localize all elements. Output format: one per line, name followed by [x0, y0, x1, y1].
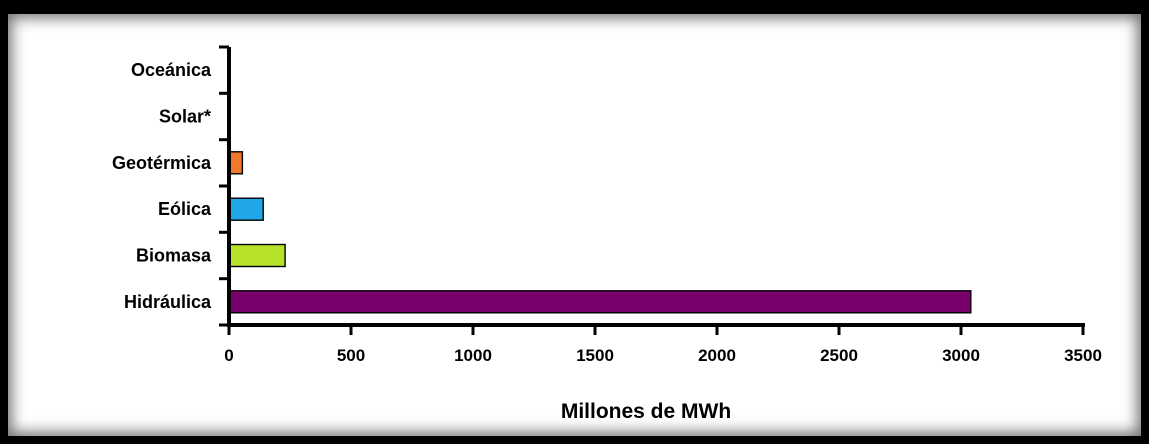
axes-layer: [219, 45, 1085, 335]
bar-geotermica: [228, 151, 244, 175]
x-tick-label-3000: 3000: [942, 346, 980, 365]
x-tick-label-1500: 1500: [576, 346, 614, 365]
category-label-solar: Solar*: [159, 107, 211, 127]
x-axis-title: Millones de MWh: [561, 400, 731, 423]
x-tick-label-2000: 2000: [698, 346, 736, 365]
x-tick-label-3500: 3500: [1064, 346, 1102, 365]
x-tick-label-500: 500: [337, 346, 365, 365]
x-tick-label-0: 0: [224, 346, 233, 365]
category-label-geotermica: Geotérmica: [112, 153, 212, 173]
category-label-oceanica: Oceánica: [131, 60, 212, 80]
category-label-eolica: Eólica: [158, 199, 212, 219]
x-tick-labels: 0 500 1000 1500 2000 2500 3000 3500: [224, 346, 1102, 365]
x-tick-label-1000: 1000: [454, 346, 492, 365]
chart-panel: [8, 14, 1141, 436]
bar-eolica: [228, 197, 264, 221]
bar-biomasa: [228, 243, 286, 268]
x-tick-label-2500: 2500: [820, 346, 858, 365]
bars-layer: [228, 58, 972, 314]
category-label-hidraulica: Hidráulica: [124, 292, 212, 312]
category-labels: Oceánica Solar* Geotérmica Eólica Biomasa Hid…: [112, 60, 212, 312]
bar-hidraulica: [228, 290, 972, 314]
category-label-biomasa: Biomasa: [136, 246, 212, 266]
